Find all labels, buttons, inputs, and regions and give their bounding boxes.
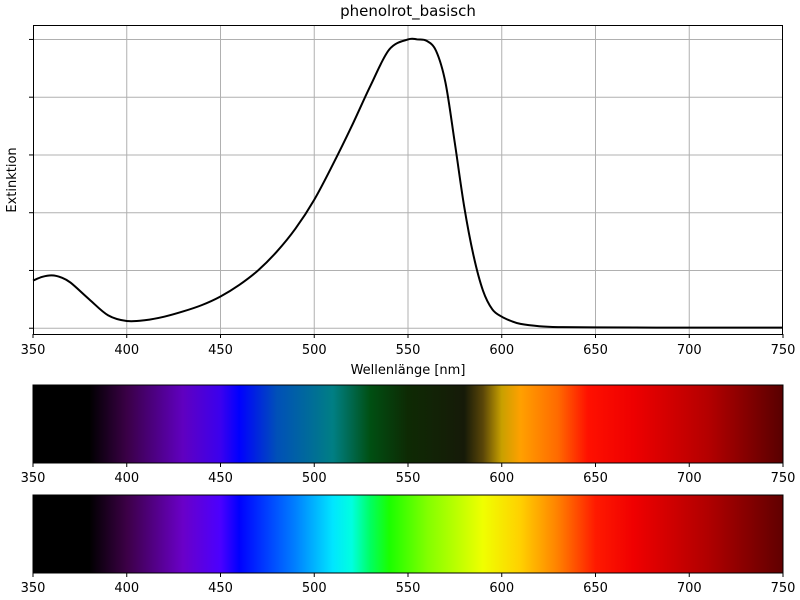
strip-tick-label: 700: [677, 471, 702, 486]
strip-tick-label: 450: [208, 471, 233, 486]
strip-tick-label: 500: [302, 581, 327, 596]
x-tick-label: 650: [583, 343, 608, 358]
x-tick-label: 500: [302, 343, 327, 358]
strip-tick-label: 750: [771, 471, 796, 486]
strip-tick-label: 350: [21, 581, 46, 596]
full-spectrum-strip: 350 400 450 500 550 600 650 700 750: [21, 494, 796, 596]
strip-tick-label: 450: [208, 581, 233, 596]
grid: [33, 25, 783, 334]
x-axis-label: Wellenlänge [nm]: [351, 363, 466, 378]
strip-tick-label: 600: [489, 581, 514, 596]
x-tick-label: 600: [489, 343, 514, 358]
absorbance-plot: phenolrot_basisch 350 400 450 500 550 600 650 7…: [5, 2, 795, 378]
x-axis-ticks: 350 400 450 500 550 600 650 700 750: [21, 334, 796, 358]
dimmed-spectrum-bar: [32, 384, 784, 464]
plot-frame: [33, 25, 783, 335]
strip-tick-label: 400: [114, 581, 139, 596]
dimmed-spectrum-strip: 350 400 450 500 550 600 650 700 750: [21, 384, 796, 486]
extinction-series-line: [32, 37, 784, 329]
x-tick-label: 350: [21, 343, 46, 358]
x-tick-label: 550: [396, 343, 421, 358]
strip-tick-label: 350: [21, 471, 46, 486]
chart-title: phenolrot_basisch: [340, 2, 476, 21]
strip-tick-label: 550: [396, 471, 421, 486]
y-axis-ticks: [29, 38, 33, 329]
strip-tick-label: 400: [114, 471, 139, 486]
dimmed-strip-x-ticks: 350 400 450 500 550 600 650 700 750: [21, 463, 796, 486]
strip-tick-label: 650: [583, 471, 608, 486]
strip-tick-label: 500: [302, 471, 327, 486]
strip-tick-label: 550: [396, 581, 421, 596]
x-tick-label: 400: [114, 343, 139, 358]
x-tick-label: 450: [208, 343, 233, 358]
strip-tick-label: 750: [771, 581, 796, 596]
y-axis-label: Extinktion: [5, 147, 20, 212]
strip-tick-label: 650: [583, 581, 608, 596]
x-tick-label: 750: [771, 343, 796, 358]
strip-tick-label: 600: [489, 471, 514, 486]
full-spectrum-bar: [32, 494, 784, 574]
full-strip-x-ticks: 350 400 450 500 550 600 650 700 750: [21, 573, 796, 596]
strip-tick-label: 700: [677, 581, 702, 596]
x-tick-label: 700: [677, 343, 702, 358]
